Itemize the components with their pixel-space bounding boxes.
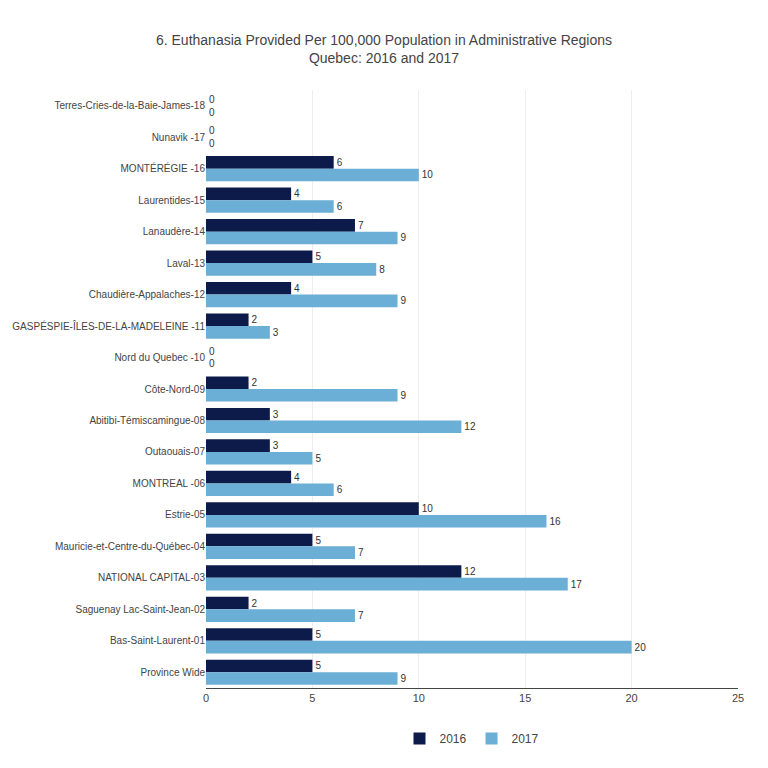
- svg-text:MONTREAL -06: MONTREAL -06: [133, 478, 206, 489]
- svg-text:7: 7: [358, 220, 364, 231]
- svg-text:15: 15: [519, 692, 531, 704]
- svg-text:MONTÉRÉGIE -16: MONTÉRÉGIE -16: [121, 162, 206, 174]
- svg-text:5: 5: [315, 535, 321, 546]
- svg-text:0: 0: [209, 107, 215, 118]
- svg-text:17: 17: [571, 579, 583, 590]
- svg-text:7: 7: [358, 547, 364, 558]
- svg-text:0: 0: [209, 358, 215, 369]
- svg-text:20: 20: [625, 692, 637, 704]
- svg-text:20: 20: [635, 642, 647, 653]
- svg-text:0: 0: [209, 94, 215, 105]
- svg-text:5: 5: [309, 692, 315, 704]
- svg-text:0: 0: [209, 346, 215, 357]
- svg-text:10: 10: [422, 503, 434, 514]
- svg-text:4: 4: [294, 283, 300, 294]
- svg-text:Mauricie-et-Centre-du-Québec-0: Mauricie-et-Centre-du-Québec-04: [55, 541, 206, 552]
- svg-text:0: 0: [209, 138, 215, 149]
- svg-text:Terres-Cries-de-la-Baie-James-: Terres-Cries-de-la-Baie-James-18: [54, 100, 205, 111]
- svg-text:6. Euthanasia Provided Per 100: 6. Euthanasia Provided Per 100,000 Popul…: [156, 32, 612, 66]
- svg-text:7: 7: [358, 610, 364, 621]
- svg-text:Bas-Saint-Laurent-01: Bas-Saint-Laurent-01: [110, 635, 205, 646]
- svg-text:16: 16: [549, 516, 561, 527]
- svg-text:9: 9: [401, 390, 407, 401]
- svg-text:2: 2: [252, 314, 258, 325]
- svg-text:12: 12: [464, 421, 476, 432]
- svg-text:9: 9: [401, 232, 407, 243]
- svg-text:25: 25: [732, 692, 744, 704]
- svg-text:9: 9: [401, 673, 407, 684]
- svg-text:Lanaudère-14: Lanaudère-14: [143, 226, 206, 237]
- svg-text:Nord du Quebec -10: Nord du Quebec -10: [114, 352, 205, 363]
- svg-text:Outaouais-07: Outaouais-07: [145, 446, 205, 457]
- svg-text:10: 10: [422, 169, 434, 180]
- svg-text:10: 10: [413, 692, 425, 704]
- svg-text:2016: 2016: [440, 732, 467, 746]
- svg-text:2017: 2017: [512, 732, 539, 746]
- svg-text:Estrie-05: Estrie-05: [165, 509, 205, 520]
- svg-text:6: 6: [337, 484, 343, 495]
- svg-text:Chaudière-Appalaches-12: Chaudière-Appalaches-12: [89, 289, 206, 300]
- svg-text:5: 5: [315, 251, 321, 262]
- svg-text:12: 12: [464, 566, 476, 577]
- svg-text:6: 6: [337, 201, 343, 212]
- svg-text:4: 4: [294, 472, 300, 483]
- svg-text:3: 3: [273, 327, 279, 338]
- svg-text:2: 2: [252, 598, 258, 609]
- svg-text:5: 5: [315, 629, 321, 640]
- svg-text:5: 5: [315, 453, 321, 464]
- svg-text:0: 0: [203, 692, 209, 704]
- svg-text:Côte-Nord-09: Côte-Nord-09: [144, 384, 205, 395]
- svg-text:9: 9: [401, 295, 407, 306]
- svg-text:Saguenay Lac-Saint-Jean-02: Saguenay Lac-Saint-Jean-02: [75, 604, 205, 615]
- svg-text:5: 5: [315, 660, 321, 671]
- svg-text:8: 8: [379, 264, 385, 275]
- svg-text:GASPÉSPIE-ÎLES-DE-LA-MADELEINE: GASPÉSPIE-ÎLES-DE-LA-MADELEINE -11: [12, 320, 205, 332]
- svg-text:Abitibi-Témiscamingue-08: Abitibi-Témiscamingue-08: [89, 415, 205, 426]
- svg-text:3: 3: [273, 440, 279, 451]
- svg-text:Laurentides-15: Laurentides-15: [138, 195, 205, 206]
- svg-text:6: 6: [337, 157, 343, 168]
- svg-text:Province Wide: Province Wide: [141, 667, 206, 678]
- svg-text:Laval-13: Laval-13: [167, 258, 206, 269]
- svg-text:Nunavik -17: Nunavik -17: [152, 132, 206, 143]
- svg-text:0: 0: [209, 125, 215, 136]
- svg-text:4: 4: [294, 188, 300, 199]
- svg-text:3: 3: [273, 409, 279, 420]
- svg-text:NATIONAL CAPITAL-03: NATIONAL CAPITAL-03: [98, 572, 206, 583]
- svg-text:2: 2: [252, 377, 258, 388]
